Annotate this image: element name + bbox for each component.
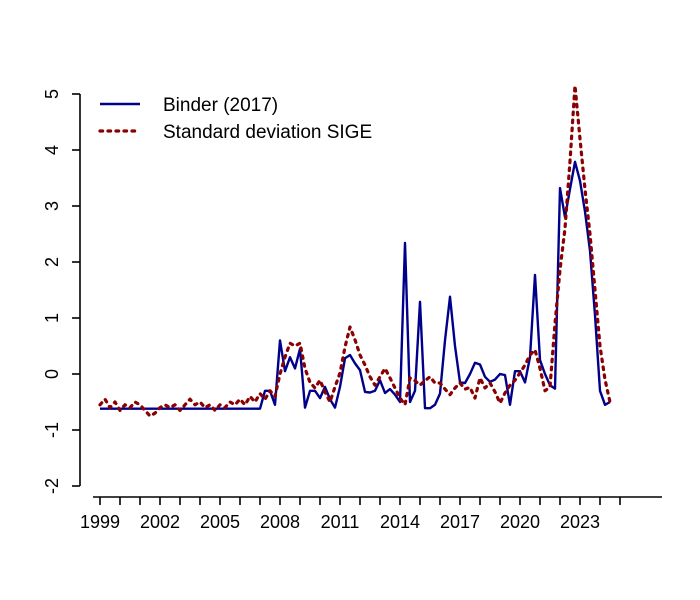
series-line-binder [100, 160, 611, 410]
x-tick-label: 2011 [321, 512, 360, 532]
y-axis-labels: -2 -1 0 1 2 3 4 5 [42, 89, 62, 494]
x-tick-label: 2008 [260, 512, 300, 532]
legend-label-sige: Standard deviation SIGE [163, 122, 372, 143]
x-tick-label: 2005 [200, 512, 240, 532]
legend-label-binder: Binder (2017) [163, 95, 278, 116]
x-tick-label: 2020 [500, 512, 540, 532]
y-tick-label: 4 [42, 145, 62, 155]
x-axis-ticks [99, 497, 621, 505]
x-tick-label: 2002 [140, 512, 180, 532]
y-tick-label: 0 [42, 369, 62, 379]
x-tick-label: 1999 [80, 512, 120, 532]
x-tick-label: 2014 [380, 512, 420, 532]
series-line-sige [98, 83, 612, 418]
x-tick-label: 2023 [560, 512, 600, 532]
legend: Binder (2017) Standard deviation SIGE [98, 95, 372, 143]
y-tick-label: 2 [42, 257, 62, 267]
y-tick-label: -1 [42, 422, 62, 438]
series-lines [98, 83, 612, 418]
x-tick-label: 2017 [440, 512, 480, 532]
y-tick-label: 1 [42, 313, 62, 323]
y-tick-label: -2 [42, 478, 62, 494]
y-axis-ticks [72, 93, 80, 487]
x-axis-labels: 1999 2002 2005 2008 2011 2014 2017 2020 2023 [80, 512, 600, 532]
y-tick-label: 3 [42, 201, 62, 211]
y-tick-label: 5 [42, 89, 62, 99]
